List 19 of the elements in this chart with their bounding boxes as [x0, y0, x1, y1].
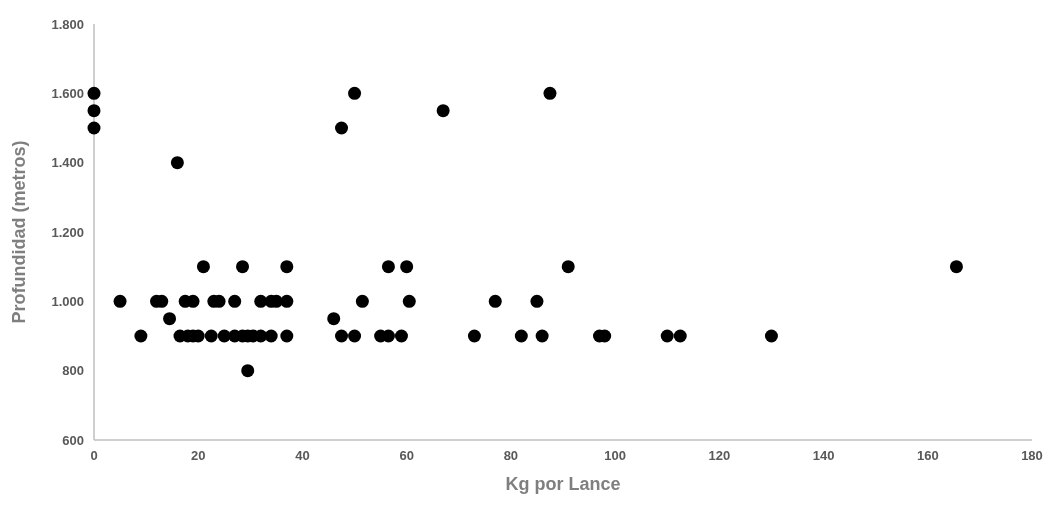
y-tick-label: 1.200 [51, 224, 84, 240]
y-tick-label: 1.600 [51, 85, 84, 101]
x-tick-label: 160 [916, 448, 939, 463]
x-tick-label: 100 [604, 448, 626, 463]
x-tick-label: 40 [295, 448, 310, 463]
y-tick-label: 1.400 [51, 155, 84, 171]
y-tick-label: 600 [62, 432, 84, 448]
x-tick-label: 180 [1021, 448, 1043, 463]
y-tick-label: 1.000 [51, 293, 84, 309]
x-tick-label: 80 [503, 448, 519, 463]
y-tick-label: 800 [62, 363, 84, 379]
x-tick-label: 120 [708, 448, 731, 463]
x-axis-title: Kg por Lance [505, 474, 621, 494]
x-tick-label: 0 [90, 448, 98, 463]
x-tick-label: 20 [190, 448, 206, 463]
y-axis-title: Profundidad (metros) [9, 140, 29, 324]
y-tick-label: 1.800 [51, 16, 84, 32]
x-tick-label: 60 [399, 448, 414, 463]
x-tick-label: 140 [812, 448, 835, 463]
